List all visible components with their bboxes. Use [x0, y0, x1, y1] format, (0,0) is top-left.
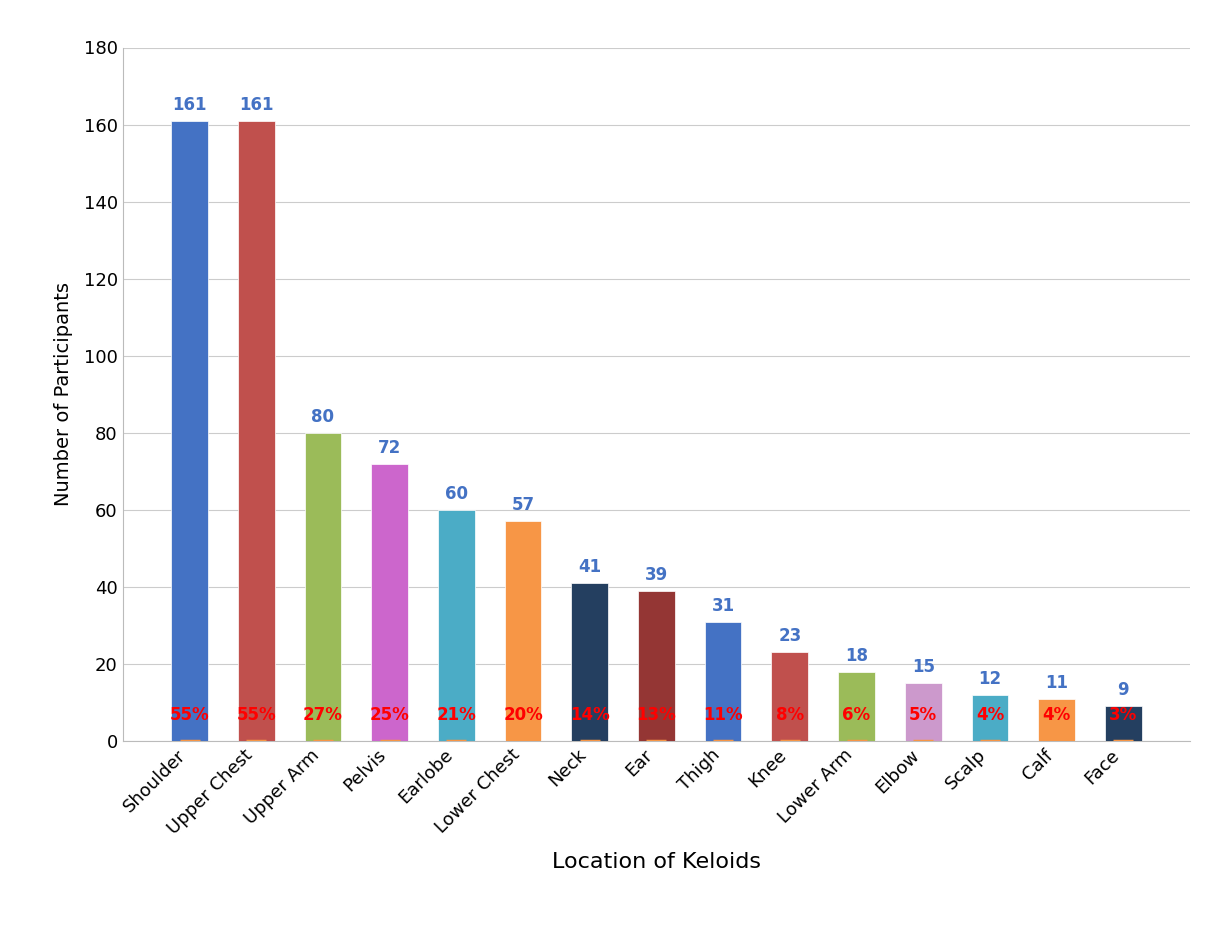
Text: 13%: 13% [637, 706, 676, 724]
Bar [238, 121, 275, 741]
Bar [638, 591, 675, 741]
Text: 25%: 25% [369, 706, 410, 724]
Text: 15: 15 [912, 658, 935, 676]
Bar [304, 433, 341, 741]
Bar [1106, 707, 1141, 741]
Text: 39: 39 [645, 566, 667, 584]
Text: 55%: 55% [169, 706, 210, 724]
Text: 161: 161 [172, 96, 207, 114]
Text: 23: 23 [778, 627, 801, 645]
Text: 55%: 55% [237, 706, 276, 724]
Text: 21%: 21% [437, 706, 476, 724]
Text: 4%: 4% [1043, 706, 1071, 724]
Bar [572, 583, 609, 741]
Bar [904, 683, 941, 741]
Text: 3%: 3% [1109, 706, 1137, 724]
Text: 20%: 20% [503, 706, 542, 724]
Text: 12: 12 [978, 670, 1001, 688]
Text: 11%: 11% [703, 706, 744, 724]
Y-axis label: Number of Participants: Number of Participants [54, 282, 72, 506]
Text: 72: 72 [378, 439, 401, 457]
Bar [704, 621, 741, 741]
Bar [838, 672, 875, 741]
X-axis label: Location of Keloids: Location of Keloids [552, 851, 761, 872]
Text: 11: 11 [1045, 674, 1069, 692]
Text: 8%: 8% [775, 706, 804, 724]
Text: 4%: 4% [975, 706, 1004, 724]
Text: 57: 57 [512, 497, 535, 515]
Text: 5%: 5% [909, 706, 937, 724]
Bar [172, 121, 207, 741]
Text: 27%: 27% [303, 706, 342, 724]
Bar [438, 510, 475, 741]
Text: 60: 60 [445, 484, 467, 503]
Text: 9: 9 [1118, 681, 1129, 699]
Text: 18: 18 [845, 647, 867, 665]
Bar [1038, 698, 1075, 741]
Text: 6%: 6% [843, 706, 871, 724]
Text: 80: 80 [312, 408, 335, 426]
Bar [372, 464, 409, 741]
Text: 161: 161 [239, 96, 274, 114]
Bar [504, 522, 541, 741]
Bar [772, 653, 809, 741]
Text: 41: 41 [578, 558, 601, 576]
Text: 31: 31 [712, 597, 735, 615]
Text: 14%: 14% [569, 706, 610, 724]
Bar [972, 694, 1009, 741]
